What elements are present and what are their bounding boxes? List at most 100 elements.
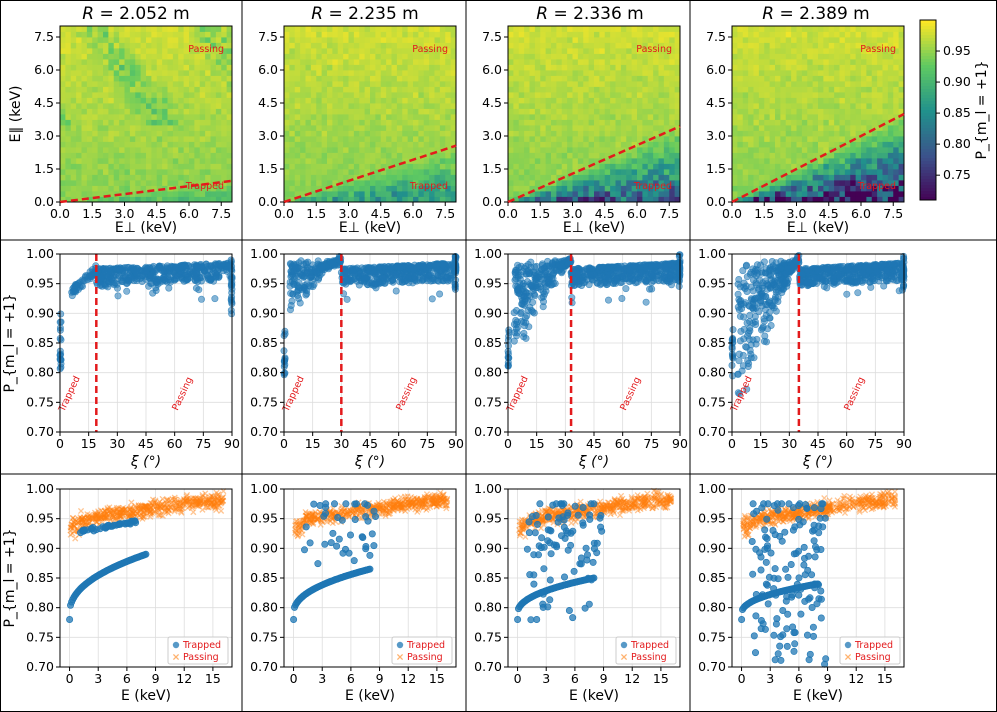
heatmap-cell xyxy=(524,70,530,76)
heatmap-cell xyxy=(434,125,441,131)
heatmap-cell xyxy=(877,64,883,71)
heatmap-cell xyxy=(626,81,633,87)
heatmap-cell xyxy=(658,86,665,93)
heatmap-cell xyxy=(418,141,425,148)
heatmap-cell xyxy=(327,180,333,186)
heatmap-cell xyxy=(359,141,366,148)
heatmap-cell xyxy=(801,169,808,175)
heatmap-cell xyxy=(839,180,846,186)
heatmap-cell xyxy=(877,180,883,186)
heatmap-cell xyxy=(380,31,387,38)
heatmap-cell xyxy=(737,125,744,131)
heatmap-cell xyxy=(76,81,82,87)
heatmap-cell xyxy=(364,185,371,192)
heatmap-cell xyxy=(294,180,301,186)
heatmap-cell xyxy=(289,180,296,186)
heatmap-cell xyxy=(615,147,622,153)
heatmap-cell xyxy=(828,81,835,87)
heatmap-cell xyxy=(791,26,797,32)
heatmap-cell xyxy=(183,125,190,131)
heatmap-cell xyxy=(375,174,382,181)
heatmap-cell xyxy=(178,37,185,43)
heatmap-cell xyxy=(893,37,900,43)
heatmap-cell xyxy=(828,196,835,203)
heatmap-cell xyxy=(828,119,835,126)
heatmap-cell xyxy=(364,37,371,43)
heatmap-cell xyxy=(226,75,233,82)
heatmap-cell xyxy=(594,42,600,49)
heatmap-cell xyxy=(310,92,317,98)
heatmap-cell xyxy=(439,48,446,54)
heatmap-cell xyxy=(300,152,306,159)
heatmap-cell xyxy=(413,141,419,148)
heatmap-cell xyxy=(753,48,760,54)
heatmap-cell xyxy=(861,180,867,186)
heatmap-cell xyxy=(742,147,749,153)
heatmap-cell xyxy=(167,48,174,54)
heatmap-cell xyxy=(642,147,649,153)
heatmap-cell xyxy=(92,37,99,43)
heatmap-cell xyxy=(753,53,760,60)
heatmap-cell xyxy=(305,185,312,192)
heatmap-cell xyxy=(769,86,776,93)
heatmap-cell xyxy=(567,136,573,142)
heatmap-cell xyxy=(396,81,403,87)
heatmap-cell xyxy=(129,37,136,43)
heatmap-cell xyxy=(631,125,638,131)
heatmap-cell xyxy=(450,174,457,181)
heatmap-cell xyxy=(769,130,776,137)
heatmap-cell xyxy=(418,125,425,131)
heatmap-cell xyxy=(599,59,606,65)
heatmap-cell xyxy=(620,59,627,65)
heatmap-cell xyxy=(534,70,541,76)
heatmap-cell xyxy=(588,169,595,175)
heatmap-cell xyxy=(508,37,514,43)
heatmap-cell xyxy=(337,185,344,192)
heatmap-cell xyxy=(823,31,830,38)
heatmap-cell xyxy=(518,48,525,54)
heatmap-cell xyxy=(737,108,744,115)
heatmap-cell xyxy=(855,158,862,164)
heatmap-cell xyxy=(386,108,392,115)
heatmap-cell xyxy=(92,130,99,137)
heatmap-cell xyxy=(375,119,382,126)
heatmap-cell xyxy=(850,103,857,109)
heatmap-cell xyxy=(300,147,306,153)
heatmap-cell xyxy=(898,86,905,93)
heatmap-cell xyxy=(524,196,530,203)
heatmap-cell xyxy=(108,37,115,43)
heatmap-cell xyxy=(583,70,590,76)
heatmap-cell xyxy=(86,97,93,104)
heatmap-cell xyxy=(807,108,814,115)
heatmap-cell xyxy=(637,152,643,159)
heatmap-cell xyxy=(450,97,457,104)
heatmap-cell xyxy=(764,70,771,76)
heatmap-cell xyxy=(194,114,201,120)
heatmap-cell xyxy=(418,64,425,71)
heatmap-cell xyxy=(172,125,179,131)
heatmap-cell xyxy=(178,70,185,76)
heatmap-cell xyxy=(65,37,72,43)
heatmap-cell xyxy=(556,37,563,43)
heatmap-cell xyxy=(801,141,808,148)
heatmap-cell xyxy=(103,119,109,126)
heatmap-cell xyxy=(70,119,77,126)
heatmap-cells xyxy=(508,26,681,203)
heatmap-cell xyxy=(76,141,82,148)
heatmap-cell xyxy=(850,114,857,120)
heatmap-cell xyxy=(86,191,93,197)
heatmap-cell xyxy=(205,86,211,93)
heatmap-cell xyxy=(119,141,125,148)
heatmap-cell xyxy=(861,114,867,120)
heatmap-cell xyxy=(850,169,857,175)
heatmap-cell xyxy=(529,75,536,82)
heatmap-cell xyxy=(348,31,355,38)
heatmap-cell xyxy=(386,37,392,43)
heatmap-cell xyxy=(785,130,792,137)
heatmap-cell xyxy=(642,70,649,76)
heatmap-cell xyxy=(445,136,452,142)
heatmap-cell xyxy=(561,141,568,148)
heatmap-cell xyxy=(189,158,195,164)
heatmap-cell xyxy=(119,86,125,93)
heatmap-cell xyxy=(402,75,409,82)
